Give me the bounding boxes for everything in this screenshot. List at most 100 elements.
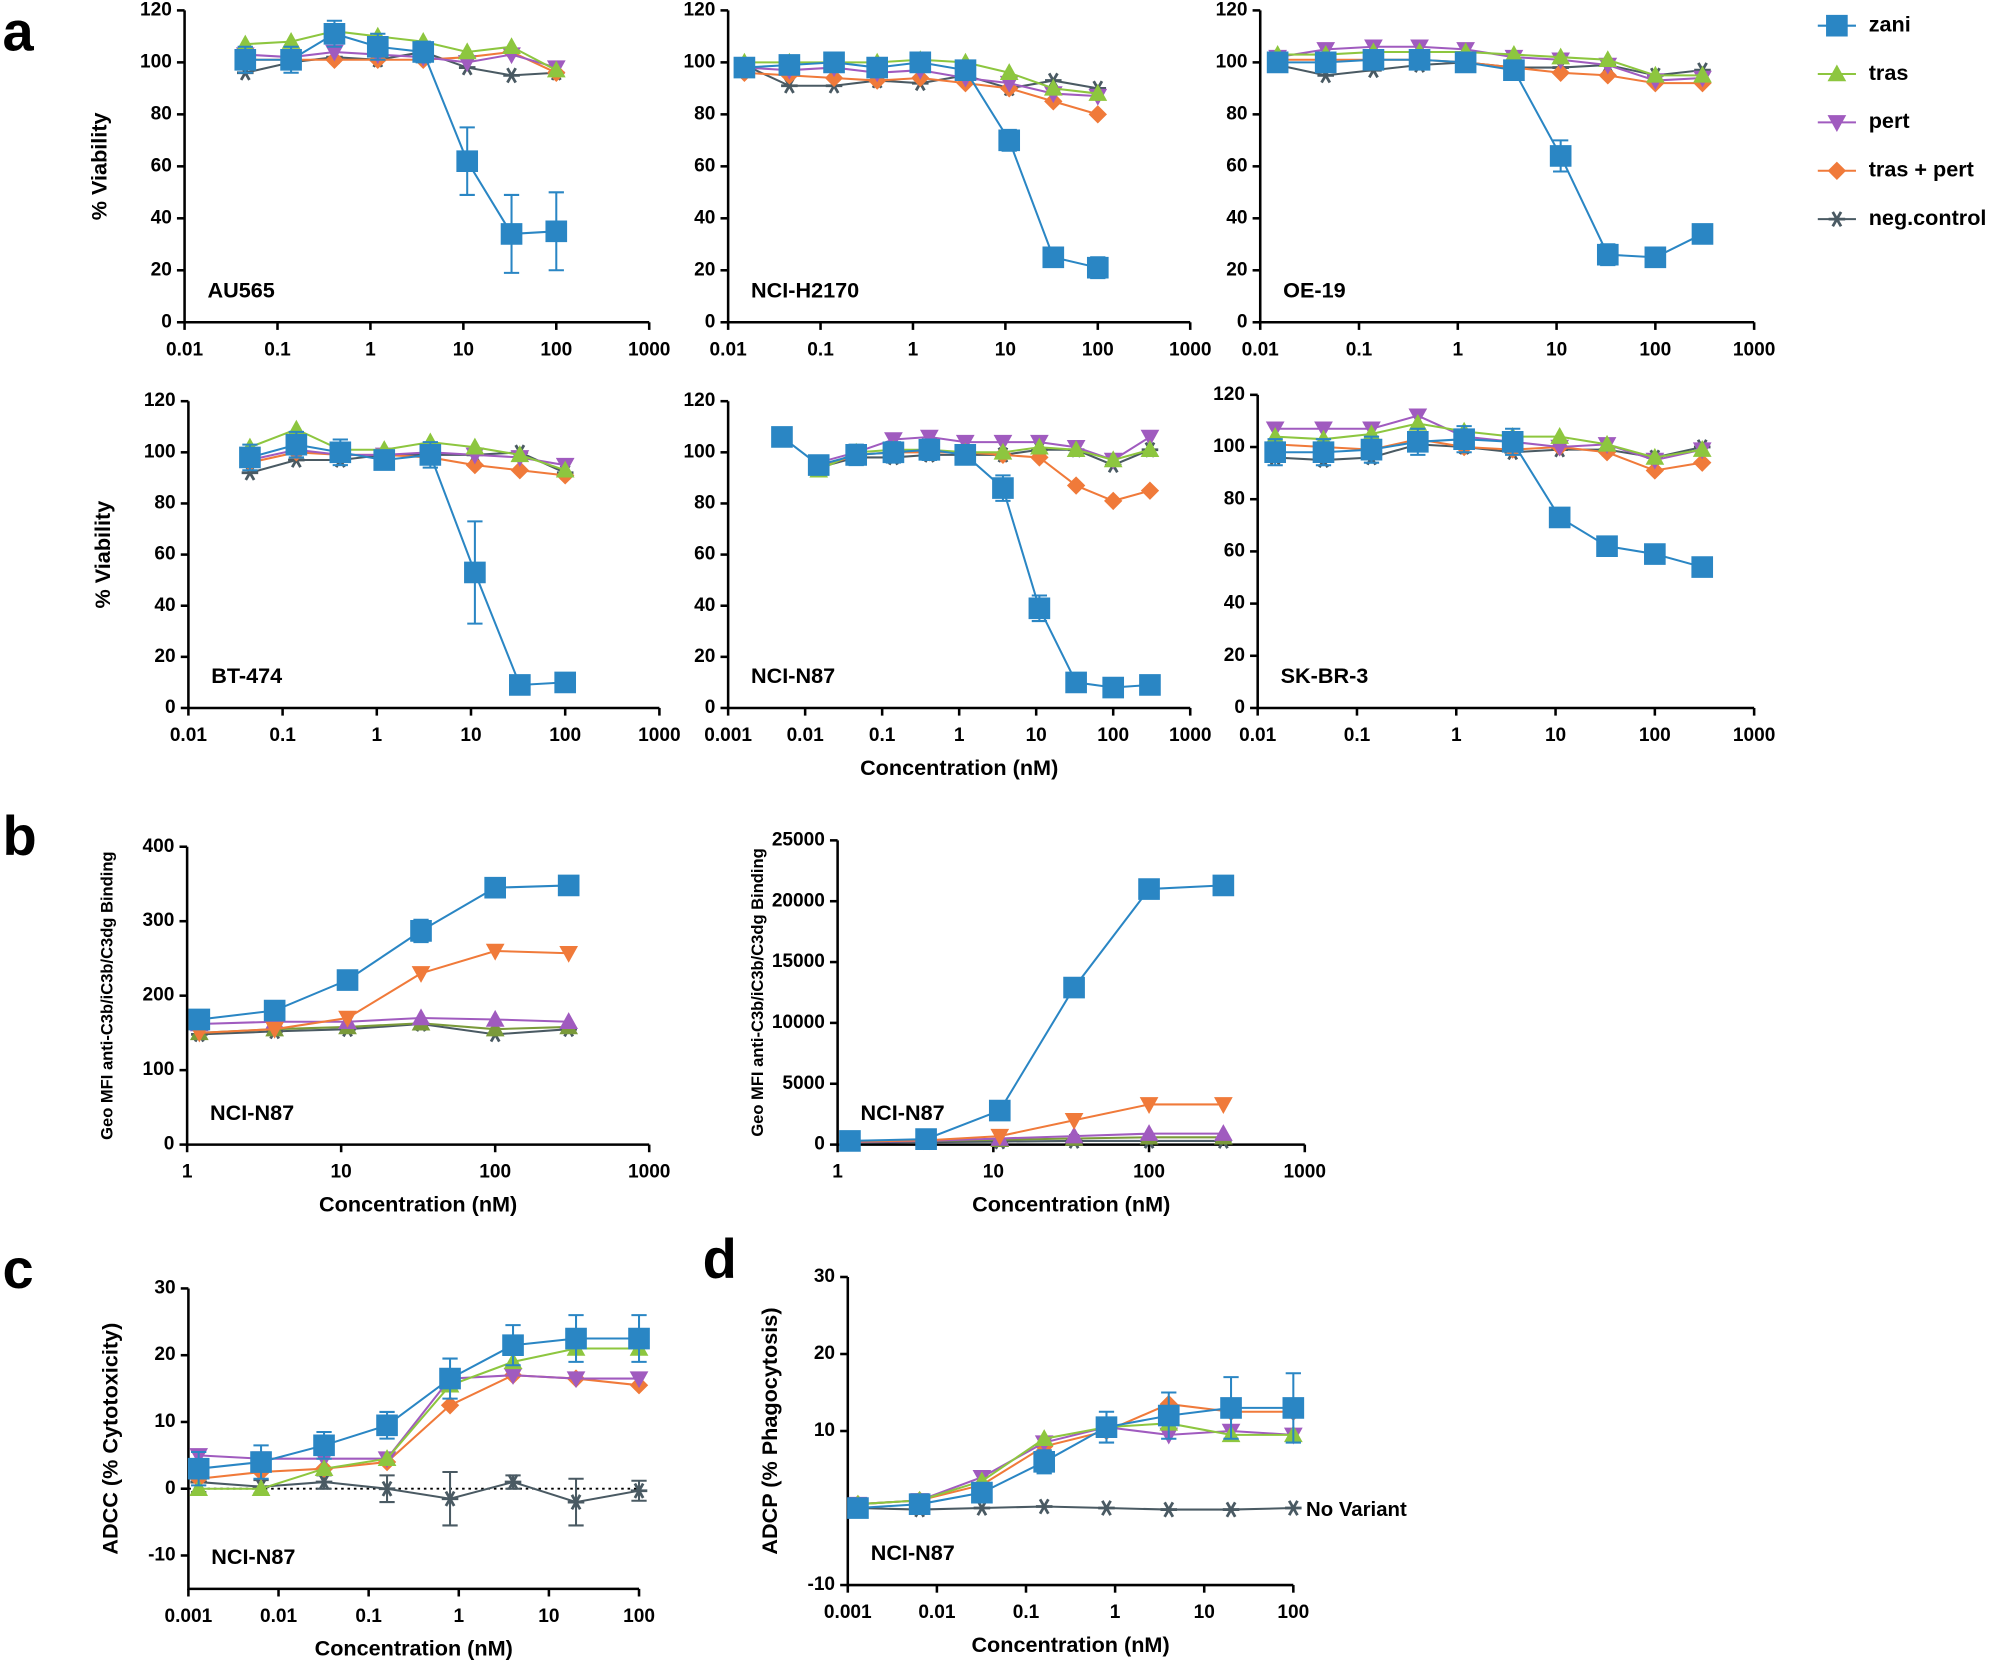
marker (189, 1479, 209, 1496)
marker (457, 42, 477, 60)
marker (630, 1482, 648, 1499)
x-tick-label: 100 (1639, 339, 1671, 360)
marker (554, 671, 577, 694)
x-axis-label: Concentration (nM) (971, 1632, 1169, 1657)
cell-line-label: BT-474 (211, 663, 282, 688)
marker (1064, 1126, 1084, 1144)
marker (545, 220, 568, 243)
x-tick-label: 0.1 (269, 725, 296, 746)
marker (378, 1480, 396, 1497)
marker (882, 441, 905, 464)
marker (338, 1010, 357, 1028)
marker (771, 426, 793, 448)
y-tick-label: 100 (684, 51, 716, 72)
x-tick-label: 10 (1194, 1602, 1215, 1623)
marker (1212, 874, 1235, 897)
y-tick-label: 0 (705, 697, 716, 718)
marker (1598, 50, 1618, 68)
y-tick-label: 100 (143, 1059, 175, 1080)
marker (510, 461, 530, 480)
y-tick-label: 60 (694, 544, 715, 565)
cell-line-label: SK-BR-3 (1281, 663, 1369, 688)
marker (1138, 878, 1160, 900)
x-axis-label: Concentration (nM) (319, 1191, 517, 1216)
y-axis-label: % Viability (86, 112, 111, 220)
marker (1598, 66, 1617, 85)
marker (1042, 246, 1065, 269)
x-tick-label: 0.01 (170, 725, 208, 746)
panel-letter: a (3, 0, 35, 63)
x-tick-label: 1 (954, 725, 965, 746)
marker (567, 1494, 585, 1510)
marker (546, 60, 566, 78)
marker (502, 1334, 524, 1357)
x-tick-label: 1 (371, 725, 382, 746)
x-tick-label: 1 (1110, 1602, 1121, 1623)
marker (510, 445, 530, 463)
series-line (818, 446, 1151, 472)
series-line (781, 436, 1151, 689)
marker (1066, 476, 1086, 495)
x-tick-label: 0.01 (1242, 339, 1280, 360)
marker (847, 1497, 869, 1519)
y-tick-label: 0 (165, 1478, 176, 1499)
marker (992, 477, 1014, 499)
marker (954, 59, 977, 81)
y-tick-label: 40 (154, 595, 175, 616)
marker (628, 1327, 650, 1350)
marker (565, 1327, 587, 1350)
marker (988, 1099, 1011, 1122)
marker (485, 1009, 505, 1027)
x-tick-label: 1000 (628, 1162, 670, 1183)
marker (1065, 671, 1087, 694)
marker (1692, 440, 1712, 457)
x-axis-label: Concentration (nM) (972, 1191, 1170, 1216)
marker (629, 1371, 649, 1389)
y-tick-label: 15000 (772, 951, 825, 972)
x-tick-label: 0.1 (1013, 1602, 1040, 1623)
y-tick-label: 80 (151, 103, 172, 124)
marker (1028, 597, 1051, 620)
x-tick-label: 1000 (1284, 1162, 1326, 1183)
y-tick-label: 40 (694, 207, 715, 228)
cell-line-label: NCI-N87 (861, 1100, 945, 1125)
marker (954, 444, 977, 466)
y-tick-label: 0 (1237, 311, 1248, 332)
marker (1693, 453, 1712, 472)
marker (1551, 63, 1570, 82)
series-line (1275, 438, 1703, 472)
y-tick-label: 100 (1213, 436, 1245, 457)
marker (1503, 59, 1525, 81)
y-tick-label: 80 (1226, 103, 1247, 124)
y-tick-label: 100 (144, 441, 176, 462)
y-tick-label: 100 (140, 51, 172, 72)
y-tick-label: 40 (151, 207, 172, 228)
y-axis-label: ADCP (% Phagocytosis) (757, 1307, 782, 1554)
x-tick-label: 100 (479, 1162, 511, 1183)
y-tick-label: 20 (814, 1343, 835, 1364)
y-tick-label: 10000 (772, 1012, 825, 1033)
x-tick-label: 1 (1451, 725, 1462, 746)
series-line (818, 448, 1151, 469)
marker (285, 433, 308, 456)
y-tick-label: 30 (814, 1266, 835, 1287)
marker (1098, 1500, 1115, 1516)
x-tick-label: 100 (1277, 1602, 1309, 1623)
series-line (857, 1403, 1294, 1506)
marker (1214, 1097, 1233, 1115)
y-tick-label: 120 (1216, 0, 1248, 20)
x-tick-label: 10 (1026, 725, 1047, 746)
y-tick-label: 400 (143, 836, 175, 857)
marker (1644, 246, 1667, 269)
marker (1103, 450, 1123, 468)
x-tick-label: 1 (182, 1162, 193, 1183)
marker (1596, 243, 1619, 266)
marker (263, 999, 286, 1022)
x-tick-label: 10 (331, 1162, 352, 1183)
y-tick-label: 0 (1234, 697, 1245, 718)
y-tick-label: 100 (1216, 51, 1248, 72)
marker (1064, 1113, 1084, 1130)
marker (465, 437, 485, 455)
series-line (198, 1347, 640, 1490)
x-tick-label: 1000 (628, 339, 670, 360)
